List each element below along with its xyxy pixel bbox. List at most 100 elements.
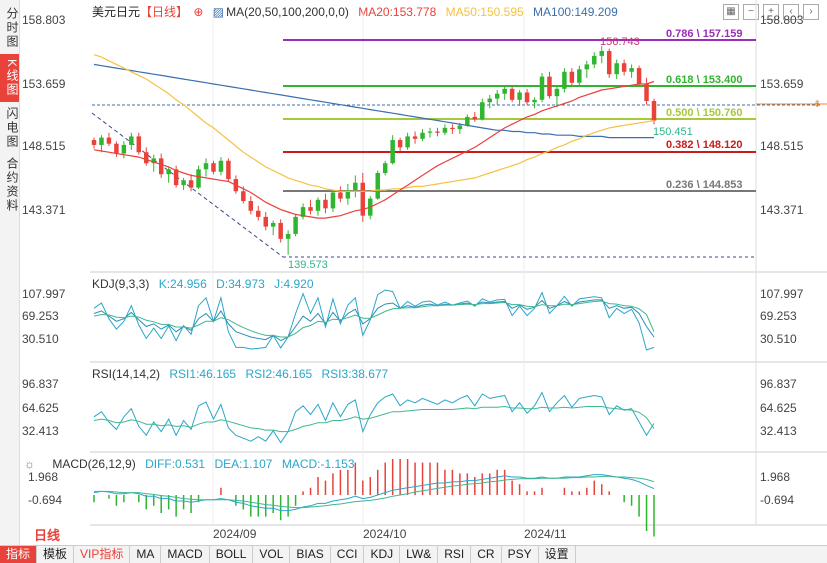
minus-icon[interactable]: − bbox=[743, 4, 759, 20]
ma-params[interactable]: MA(20,50,100,200,0,0) bbox=[226, 5, 349, 19]
macd-title[interactable]: MACD(26,12,9) bbox=[52, 457, 136, 471]
toolbar-cr[interactable]: CR bbox=[471, 546, 502, 563]
rsi-title[interactable]: RSI(14,14,2) bbox=[92, 367, 161, 381]
fib-label-0500: 0.500 \ 150.760 bbox=[666, 107, 742, 119]
candle-body bbox=[539, 76, 545, 100]
toolbar-vip-indicators[interactable]: VIP指标 bbox=[74, 546, 131, 563]
toolbar-vol[interactable]: VOL bbox=[253, 546, 291, 563]
candle-body bbox=[196, 169, 201, 188]
candle-body bbox=[450, 127, 455, 130]
ma100-value: MA100:149.209 bbox=[533, 5, 618, 19]
candle-body bbox=[188, 180, 194, 188]
current-price-arrow: ⇟ bbox=[813, 99, 821, 110]
toolbar-lw[interactable]: LW& bbox=[400, 546, 439, 563]
candle-body bbox=[211, 163, 216, 172]
price-label: 158.803 bbox=[22, 13, 66, 27]
kdj-axis-label: 107.997 bbox=[22, 287, 66, 301]
candle-body bbox=[248, 201, 254, 211]
candle-body bbox=[405, 136, 410, 148]
candles-layer bbox=[91, 46, 657, 255]
macd-axis-label: 1.968 bbox=[28, 470, 58, 484]
toolbar-rsi[interactable]: RSI bbox=[438, 546, 472, 563]
kdj-j: J:4.920 bbox=[274, 277, 314, 291]
toolbar-settings[interactable]: 设置 bbox=[539, 546, 576, 563]
candle-body bbox=[584, 64, 590, 70]
tab-timeshare[interactable]: 分时图 bbox=[5, 7, 19, 49]
toolbar-ma[interactable]: MA bbox=[130, 546, 162, 563]
rsi3-value: RSI3:38.677 bbox=[321, 367, 389, 381]
candle-body bbox=[390, 140, 395, 164]
kdj-axis-label: 30.510 bbox=[760, 332, 797, 346]
price-label: 143.371 bbox=[22, 203, 66, 217]
toolbar-psy[interactable]: PSY bbox=[502, 546, 539, 563]
kdj-j-line bbox=[93, 289, 655, 351]
main-legend: 美元日元【日线】 ⊕ ▨ MA(20,50,100,200,0,0) MA20:1… bbox=[92, 3, 624, 20]
toolbar-boll[interactable]: BOLL bbox=[210, 546, 254, 563]
candle-body bbox=[278, 222, 283, 239]
chevron-right-icon[interactable]: › bbox=[803, 4, 819, 20]
tab-flash[interactable]: 闪电图 bbox=[5, 107, 19, 149]
candle-body bbox=[524, 92, 530, 103]
candle-body bbox=[360, 182, 366, 216]
toolbar-cci[interactable]: CCI bbox=[331, 546, 365, 563]
grid-icon[interactable]: ▦ bbox=[723, 4, 739, 20]
candle-body bbox=[330, 192, 336, 209]
candle-body bbox=[256, 210, 261, 217]
candle-body bbox=[99, 137, 104, 145]
candle-body bbox=[136, 136, 142, 153]
ma100-line bbox=[93, 63, 654, 139]
candle-body bbox=[412, 136, 418, 139]
candle-body bbox=[263, 216, 268, 227]
plus-icon[interactable]: + bbox=[763, 4, 779, 20]
price-label: 158.803 bbox=[760, 13, 804, 27]
rsi-axis-label: 32.413 bbox=[22, 424, 59, 438]
candle-body bbox=[338, 192, 343, 199]
candle-body bbox=[106, 137, 112, 144]
macd-legend: ☼ MACD(26,12,9) DIFF:0.531 DEA:1.107 MAC… bbox=[24, 457, 361, 471]
toolbar-macd[interactable]: MACD bbox=[161, 546, 210, 563]
rsi1-value: RSI1:46.165 bbox=[169, 367, 237, 381]
candle-body bbox=[636, 68, 642, 84]
indicator-toolbar: 指标 模板 VIP指标 MA MACD BOLL VOL BIAS CCI KDJ LW& RSI CR… bbox=[0, 545, 827, 563]
macd-axis-label: 1.968 bbox=[760, 470, 790, 484]
candle-body bbox=[151, 158, 156, 164]
macd-value: MACD:-1.153 bbox=[281, 457, 355, 471]
edit-icon[interactable]: ▨ bbox=[212, 5, 225, 19]
period-tag[interactable]: 【日线】 bbox=[140, 5, 189, 19]
toolbar-indicators[interactable]: 指标 bbox=[0, 546, 38, 563]
candle-body bbox=[345, 190, 351, 199]
crosshair-icon[interactable]: ⊕ bbox=[193, 5, 204, 19]
main-chart[interactable]: 158.803 153.659 148.515 143.371 158.803 … bbox=[20, 0, 827, 545]
candle-body bbox=[382, 163, 388, 173]
rsi-axis-label: 96.837 bbox=[760, 377, 797, 391]
candle-body bbox=[651, 101, 657, 121]
toolbar-bias[interactable]: BIAS bbox=[290, 546, 331, 563]
toolbar-kdj[interactable]: KDJ bbox=[364, 546, 401, 563]
date-label: 2024/09 bbox=[213, 527, 257, 541]
tab-kline[interactable]: K线图 bbox=[0, 54, 19, 102]
sun-icon[interactable]: ☼ bbox=[24, 457, 35, 471]
period-selector[interactable]: 日线 bbox=[34, 528, 61, 543]
fib-label-0618: 0.618 \ 153.400 bbox=[666, 74, 742, 86]
candle-body bbox=[435, 131, 440, 133]
candle-body bbox=[129, 136, 134, 145]
chevron-left-icon[interactable]: ‹ bbox=[783, 4, 799, 20]
candle-body bbox=[494, 93, 500, 99]
candle-body bbox=[606, 51, 612, 75]
kdj-axis-label: 107.997 bbox=[760, 287, 804, 301]
candle-body bbox=[509, 88, 515, 100]
toolbar-templates[interactable]: 模板 bbox=[37, 546, 75, 563]
candle-body bbox=[592, 55, 597, 65]
price-label: 153.659 bbox=[760, 77, 804, 91]
candle-body bbox=[502, 88, 507, 94]
rsi-axis-label: 64.625 bbox=[760, 401, 797, 415]
candle-body bbox=[166, 169, 171, 175]
kdj-title[interactable]: KDJ(9,3,3) bbox=[92, 277, 150, 291]
candle-body bbox=[144, 152, 149, 164]
symbol-label: 美元日元 bbox=[92, 5, 141, 19]
price-label: 148.515 bbox=[760, 139, 804, 153]
tab-contract-info[interactable]: 合约资料 bbox=[5, 157, 19, 213]
candle-body bbox=[442, 127, 448, 133]
candle-body bbox=[353, 182, 358, 191]
kdj-d-line bbox=[93, 300, 655, 338]
